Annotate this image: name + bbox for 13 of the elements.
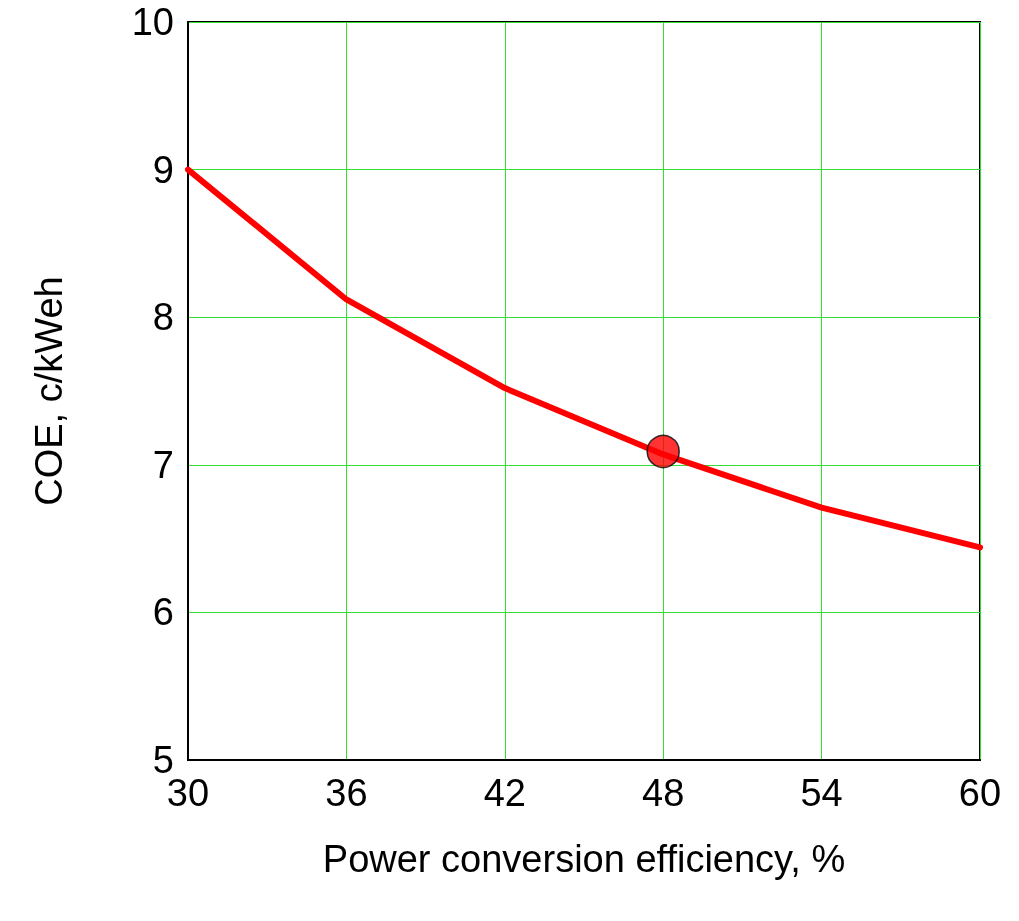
x-tick-label: 42 xyxy=(483,772,526,814)
x-tick-label: 30 xyxy=(166,772,210,814)
y-axis-title: COE, c/kWeh xyxy=(28,276,70,506)
y-tick-label: 9 xyxy=(152,148,174,191)
x-tick-label: 60 xyxy=(958,772,1002,814)
x-axis-title: Power conversion efficiency, % xyxy=(322,838,846,880)
x-tick-label: 36 xyxy=(325,772,368,814)
x-tick-label: 48 xyxy=(642,772,685,814)
y-tick-label: 10 xyxy=(131,1,174,43)
y-tick-label: 8 xyxy=(152,296,174,339)
y-tick-label: 7 xyxy=(152,443,174,486)
y-tick-label: 6 xyxy=(152,591,174,634)
x-tick-label: 54 xyxy=(800,772,843,814)
